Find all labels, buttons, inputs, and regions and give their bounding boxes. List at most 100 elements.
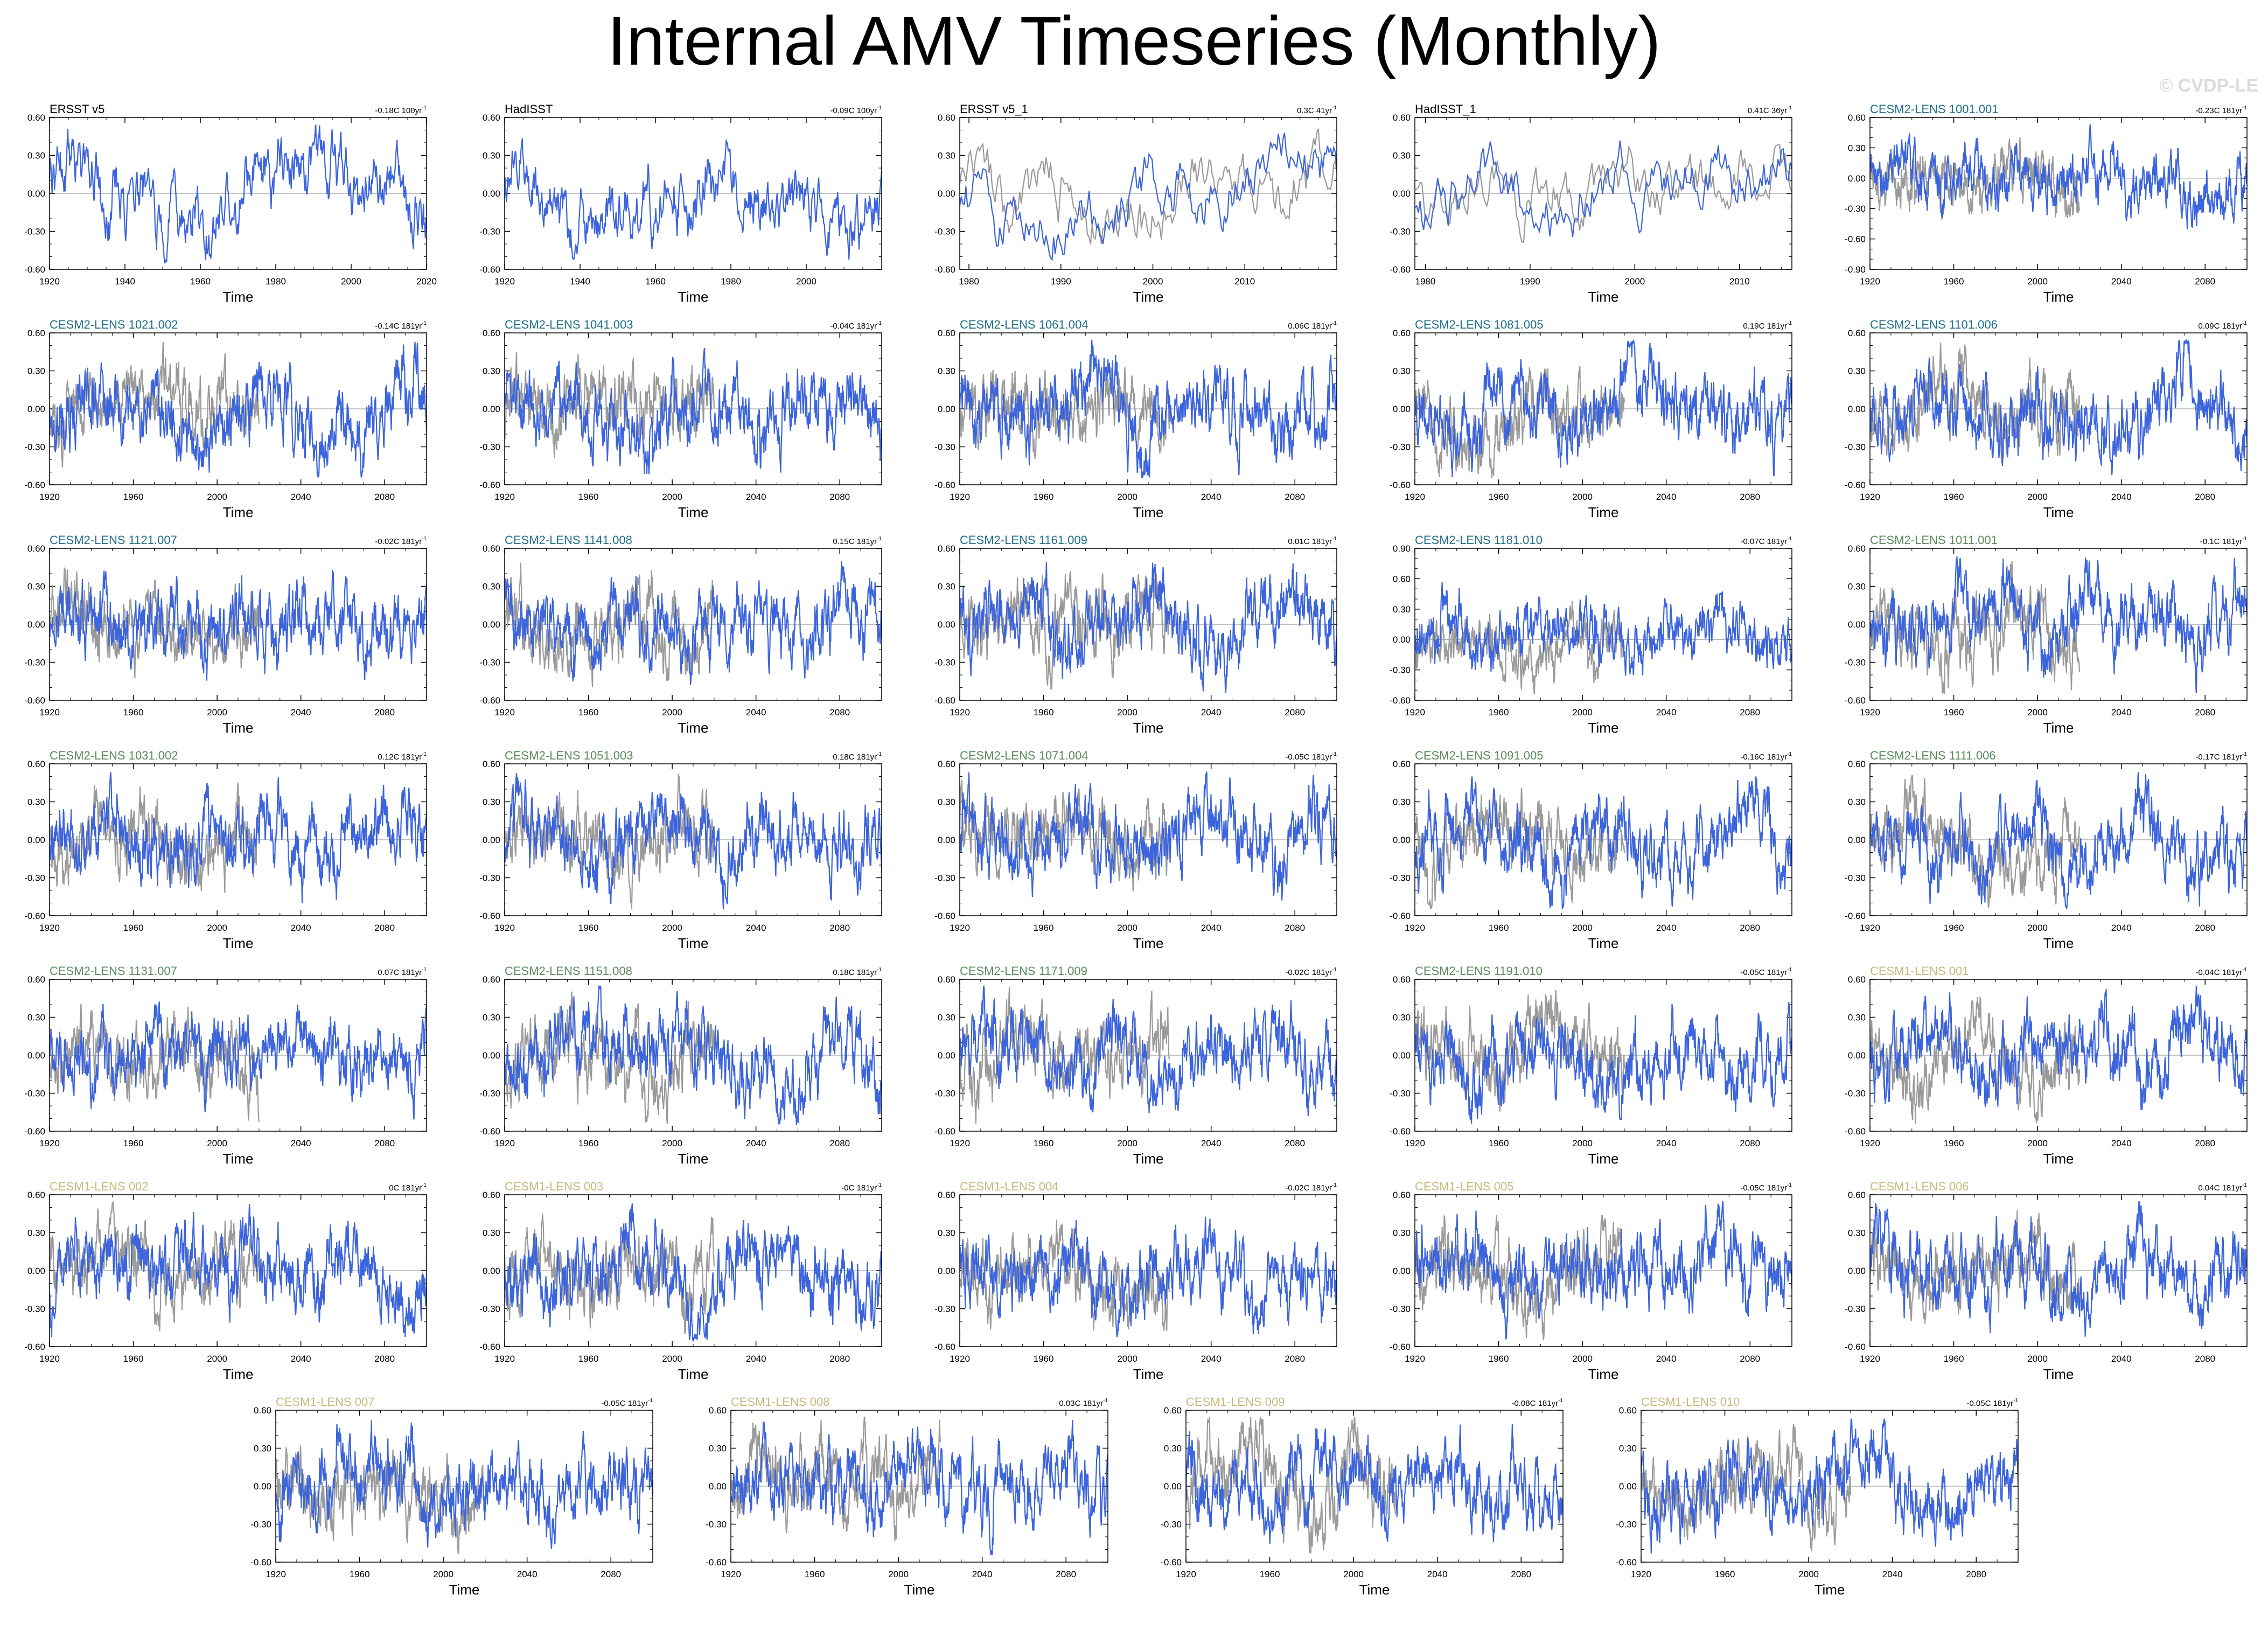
y-tick-label: -0.30 (1845, 1089, 1866, 1099)
y-tick-label: -0.60 (1845, 911, 1866, 921)
x-tick-label: 1920 (721, 1569, 741, 1579)
y-tick-label: 0.60 (27, 328, 45, 338)
x-tick-label: 1920 (39, 1354, 60, 1364)
x-tick-label: 2000 (1117, 492, 1138, 502)
y-tick-label: 0.00 (1848, 404, 1866, 414)
chart-panel: ERSST v5_1 0.3C 41yr-1 0.60 0.30 0.00 -0.30 -0… (910, 102, 1352, 315)
x-tick-label: 1960 (805, 1569, 825, 1579)
y-tick-label: 0.00 (483, 835, 500, 845)
chart-panel: CESM2-LENS 1011.001 -0.1C 181yr-1 0.60 0.30… (1820, 533, 2262, 746)
x-tick-label: 1960 (578, 1138, 599, 1148)
x-tick-label: 2080 (1740, 492, 1760, 502)
plot-frame (504, 332, 882, 485)
y-tick-label: 0.30 (27, 366, 45, 377)
watermark: © CVDP-LE (2159, 75, 2258, 96)
x-tick-label: 2000 (433, 1569, 453, 1579)
chart-svg: CESM1-LENS 009 -0.08C 181yr-1 0.60 0.30 0.00… (1161, 1395, 1564, 1598)
y-tick-label: -0.30 (479, 442, 500, 452)
chart-svg: CESM1-LENS 003 -0C 181yr-1 0.60 0.30 0.00 -0.… (479, 1180, 882, 1382)
panel-title: CESM1-LENS 007 (276, 1395, 374, 1409)
panel-title: CESM2-LENS 1011.001 (1870, 533, 1998, 547)
trend-label: -0.09C 100yr-1 (830, 105, 882, 115)
y-tick-label: -0.60 (24, 695, 45, 706)
y-tick-label: -0.30 (1845, 204, 1866, 214)
plot-frame (959, 117, 1337, 270)
y-tick-label: 0.00 (27, 189, 45, 199)
y-tick-label: 0.60 (1848, 1190, 1866, 1200)
y-tick-label: -0.60 (479, 264, 500, 275)
trend-label: -0.05C 181yr-1 (1740, 1182, 1792, 1193)
y-tick-label: -0.30 (479, 1089, 500, 1099)
chart-svg: CESM2-LENS 1191.010 -0.05C 181yr-1 0.60 0.3… (1390, 964, 1792, 1167)
plot-frame (959, 979, 1337, 1132)
plot-frame (959, 332, 1337, 485)
member-line (960, 1216, 1337, 1338)
y-tick-label: 0.60 (938, 328, 955, 338)
chart-svg: CESM1-LENS 004 -0.02C 181yr-1 0.60 0.30 0.00… (934, 1180, 1337, 1382)
x-tick-label: 1960 (1489, 923, 1509, 933)
panel-title: CESM2-LENS 1111.006 (1870, 749, 1996, 762)
plot-frame (959, 763, 1337, 916)
y-tick-label: 0.30 (938, 1228, 955, 1238)
chart-panel: CESM1-LENS 004 -0.02C 181yr-1 0.60 0.30 0.00… (910, 1180, 1352, 1392)
observation-line (731, 1416, 941, 1542)
member-line (1415, 1201, 1792, 1341)
trend-label: -0.18C 100yr-1 (375, 105, 427, 115)
y-tick-label: 0.60 (483, 328, 500, 338)
y-tick-label: 0.00 (254, 1481, 271, 1492)
plot-frame (504, 979, 882, 1132)
panel-title: CESM2-LENS 1061.004 (960, 318, 1088, 331)
plot-frame (504, 1194, 882, 1347)
x-tick-label: 1960 (1489, 492, 1509, 502)
y-tick-label: 0.30 (1393, 604, 1411, 615)
x-tick-label: 1980 (721, 276, 741, 287)
x-tick-label: 1920 (39, 923, 60, 933)
y-tick-label: 0.30 (709, 1444, 727, 1454)
x-axis-label: Time (678, 1366, 709, 1382)
plot-frame (1414, 332, 1792, 485)
chart-svg: CESM1-LENS 007 -0.05C 181yr-1 0.60 0.30 0.00… (250, 1395, 653, 1598)
y-tick-label: -0.60 (1390, 911, 1411, 921)
trend-label: -0.23C 181yr-1 (2195, 105, 2247, 115)
x-tick-label: 2000 (662, 1138, 682, 1148)
plot-frame (504, 763, 882, 916)
plot-frame (275, 1410, 653, 1563)
y-tick-label: 0.30 (1619, 1444, 1637, 1454)
chart-panel: CESM1-LENS 006 0.04C 181yr-1 0.60 0.30 0.00 -… (1820, 1180, 2262, 1392)
trend-label: -0.05C 181yr-1 (1740, 967, 1792, 977)
y-tick-label: 0.60 (1393, 1190, 1411, 1200)
y-tick-label: 0.60 (938, 1190, 955, 1200)
y-tick-label: -0.30 (1390, 665, 1411, 675)
chart-svg: CESM1-LENS 001 -0.04C 181yr-1 0.60 0.30 0.00… (1845, 964, 2248, 1167)
x-tick-label: 1960 (1489, 707, 1509, 718)
member-line (50, 772, 427, 903)
y-tick-label: 0.30 (27, 1013, 45, 1023)
observation-line (505, 991, 715, 1124)
x-tick-label: 2040 (746, 1354, 766, 1364)
observation-line (960, 571, 1170, 690)
trend-label: 0.41C 36yr-1 (1748, 105, 1792, 115)
member-line (1415, 340, 1792, 477)
plot-frame (730, 1410, 1108, 1563)
y-tick-label: 0.00 (938, 619, 955, 630)
x-tick-label: 2080 (1740, 707, 1760, 718)
x-tick-label: 2080 (1511, 1569, 1531, 1579)
y-tick-label: 0.30 (1393, 366, 1411, 377)
x-tick-label: 2040 (2111, 923, 2132, 933)
y-tick-label: 0.30 (1393, 797, 1411, 807)
chart-svg: CESM2-LENS 1021.002 -0.14C 181yr-1 0.60 0.3… (24, 318, 427, 520)
y-tick-label: 0.00 (483, 1266, 500, 1276)
x-tick-label: 2040 (1656, 923, 1677, 933)
y-tick-label: 0.60 (27, 1190, 45, 1200)
chart-svg: CESM1-LENS 002 0C 181yr-1 0.60 0.30 0.00 -0.3… (24, 1180, 427, 1382)
chart-panel: CESM2-LENS 1111.006 -0.17C 181yr-1 0.60 0.3… (1820, 749, 2262, 962)
y-tick-label: 0.30 (1848, 582, 1866, 592)
chart-svg: CESM2-LENS 1041.003 -0.04C 181yr-1 0.60 0.3… (479, 318, 882, 520)
y-tick-label: 0.00 (1393, 635, 1411, 645)
member-line (505, 985, 882, 1125)
x-tick-label: 2040 (291, 923, 311, 933)
trend-label: -0.17C 181yr-1 (2195, 751, 2247, 762)
chart-svg: HadISST_1 0.41C 36yr-1 0.60 0.30 0.00 -0.30 -0… (1390, 102, 1792, 305)
chart-svg: CESM2-LENS 1101.006 0.09C 181yr-1 0.60 0.30… (1845, 318, 2248, 520)
observation-line (1870, 1210, 2080, 1324)
